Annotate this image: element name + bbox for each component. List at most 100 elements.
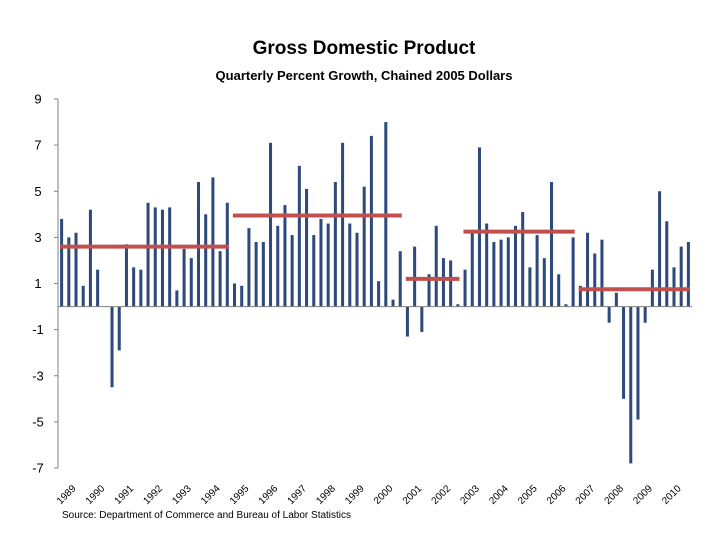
gdp-bar [139,269,143,307]
gdp-bar [254,241,258,307]
gdp-bar [355,232,359,307]
gdp-bar [600,239,604,307]
y-axis-ticks: 9 7 5 3 1 -1 -3 -5 -7 [32,92,58,476]
chart-subtitle: Quarterly Percent Growth, Chained 2005 D… [216,68,513,83]
y-tick-label: 9 [34,92,41,107]
gdp-bar [362,186,366,307]
gdp-bar [196,182,201,307]
x-year-label: 1991 [113,483,137,507]
x-year-label: 1999 [343,483,367,507]
bar-series [60,122,690,464]
gdp-bar [571,237,575,307]
gdp-bar [189,258,193,307]
gdp-bar [240,285,244,307]
gdp-bar [586,232,590,307]
x-year-label: 1992 [141,483,165,507]
gdp-bar [146,202,150,307]
gdp-bar [636,306,640,420]
x-year-label: 2001 [401,483,425,507]
source-note: Source: Department of Commerce and Burea… [62,510,351,521]
gdp-bar [398,251,402,307]
gdp-bar [506,237,510,307]
gdp-bar [441,258,445,307]
y-tick-label: 7 [34,138,41,153]
gdp-bar [499,239,503,307]
gdp-bar [550,182,554,307]
gdp-bar [204,214,208,307]
gdp-bar [290,235,294,307]
gdp-bar [96,269,100,307]
gdp-bar [160,209,164,307]
x-year-label: 2010 [660,483,684,507]
gdp-bar [312,235,316,307]
gdp-bar [528,267,532,307]
gdp-bar [578,285,582,307]
gdp-bar [88,209,92,307]
gdp-bar [521,212,525,307]
gdp-bar [614,292,618,307]
gdp-bar [182,248,186,307]
y-tick-label: 3 [34,230,41,245]
gdp-bar [513,225,518,307]
gdp-bar [269,142,273,307]
gdp-bar [564,304,568,307]
gdp-bar [643,306,647,323]
y-tick-label: -1 [32,322,44,337]
gdp-bar [557,274,561,307]
x-year-label: 1996 [257,483,281,507]
gdp-bar [168,207,172,307]
gdp-bar [420,306,424,332]
x-year-label: 2000 [372,483,396,507]
gdp-bar [233,283,237,307]
x-year-label: 1994 [199,483,223,507]
gdp-bar [665,221,669,307]
x-year-label: 2009 [631,483,655,507]
x-year-label: 2006 [545,483,569,507]
gdp-bar [319,218,323,307]
gdp-bar [449,260,453,307]
x-year-label: 2003 [458,483,482,507]
x-axis-year-labels: 1989 1990 1991 1992 1993 1994 1995 1996 1997 1998… [55,483,684,507]
gdp-bar [124,244,128,307]
gdp-bar [679,246,683,307]
x-year-label: 1997 [286,483,310,507]
x-year-label: 2008 [603,483,627,507]
gdp-bar [485,223,489,307]
y-tick-label: -3 [32,368,44,383]
gdp-bar [542,258,546,307]
gdp-bar [456,304,460,307]
gdp-bar [81,285,85,307]
gdp-bar [348,223,352,307]
gdp-bar [211,177,215,307]
gdp-bar [607,306,611,323]
gdp-bar [218,251,222,307]
y-tick-label: -5 [32,414,44,429]
gdp-bar [535,235,539,307]
gdp-bar [283,205,287,307]
gdp-bar [276,225,280,307]
gdp-bar [658,191,662,307]
gdp-bar [405,306,409,337]
gdp-bar [333,182,337,307]
gdp-bar [175,290,179,307]
x-year-label: 1993 [170,483,194,507]
x-year-label: 2004 [487,483,511,507]
gdp-bar [225,202,229,307]
gdp-bar [492,241,496,307]
y-tick-label: 1 [34,276,41,291]
gdp-bar [60,218,64,307]
gdp-bar [341,142,345,307]
gdp-bar [593,253,597,307]
x-year-label: 2005 [516,483,540,507]
x-year-label: 1995 [228,483,252,507]
gdp-bar [377,281,381,307]
gdp-bar [427,274,431,307]
y-tick-label: -7 [32,461,44,476]
gdp-bar [117,306,121,351]
gdp-bar [622,306,626,399]
gdp-bar [305,188,309,307]
gdp-bar [686,241,690,307]
x-year-label: 1998 [314,483,338,507]
gdp-bar [247,228,251,307]
